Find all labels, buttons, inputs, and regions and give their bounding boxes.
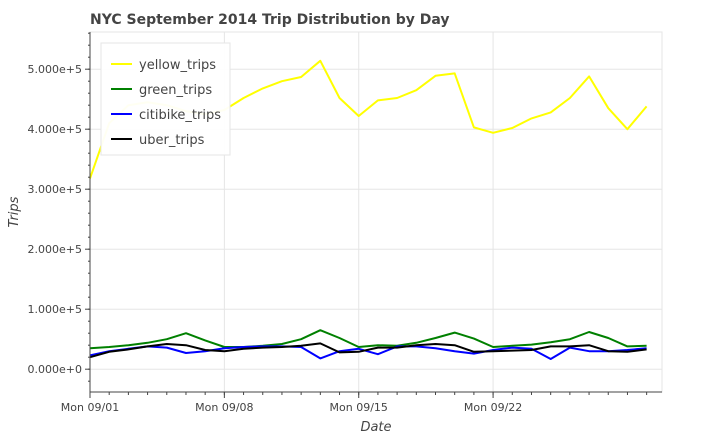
x-tick-label: Mon 09/08	[195, 401, 253, 414]
x-axis-label: Date	[360, 420, 391, 435]
legend-label-yellow-trips: yellow_trips	[139, 58, 216, 73]
legend-label-citibike-trips: citibike_trips	[139, 108, 221, 123]
legend-label-green-trips: green_trips	[139, 83, 212, 98]
series-line-green-trips	[89, 329, 647, 350]
legend-label-uber-trips: uber_trips	[139, 133, 205, 148]
y-tick-label: 4.000e+5	[28, 123, 82, 136]
ticks: 0.000e+0 1.000e+5 2.000e+5 3.000e+5 4.000e+5…	[28, 32, 648, 414]
y-tick-label: 5.000e+5	[28, 63, 82, 76]
x-tick-label: Mon 09/22	[464, 401, 522, 414]
legend: yellow_trips green_trips citibike_tripsube…	[100, 42, 231, 156]
chart-title: NYC September 2014 Trip Distribution by …	[90, 12, 450, 28]
series-line-uber-trips	[89, 342, 647, 359]
y-tick-label: 3.000e+5	[28, 183, 82, 196]
axes	[89, 32, 662, 393]
legend-box	[100, 42, 231, 156]
series-line-citibike-trips	[89, 345, 647, 360]
y-tick-label: 0.000e+0	[28, 363, 82, 376]
y-tick-label: 1.000e+5	[28, 303, 82, 316]
y-axis-label: Trips	[7, 196, 22, 227]
x-tick-label: Mon 09/01	[61, 401, 119, 414]
y-tick-label: 2.000e+5	[28, 243, 82, 256]
x-tick-label: Mon 09/15	[330, 401, 388, 414]
